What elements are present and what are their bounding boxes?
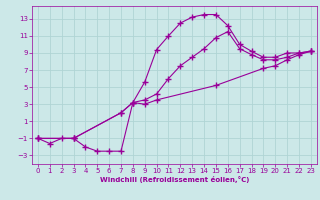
X-axis label: Windchill (Refroidissement éolien,°C): Windchill (Refroidissement éolien,°C) xyxy=(100,176,249,183)
